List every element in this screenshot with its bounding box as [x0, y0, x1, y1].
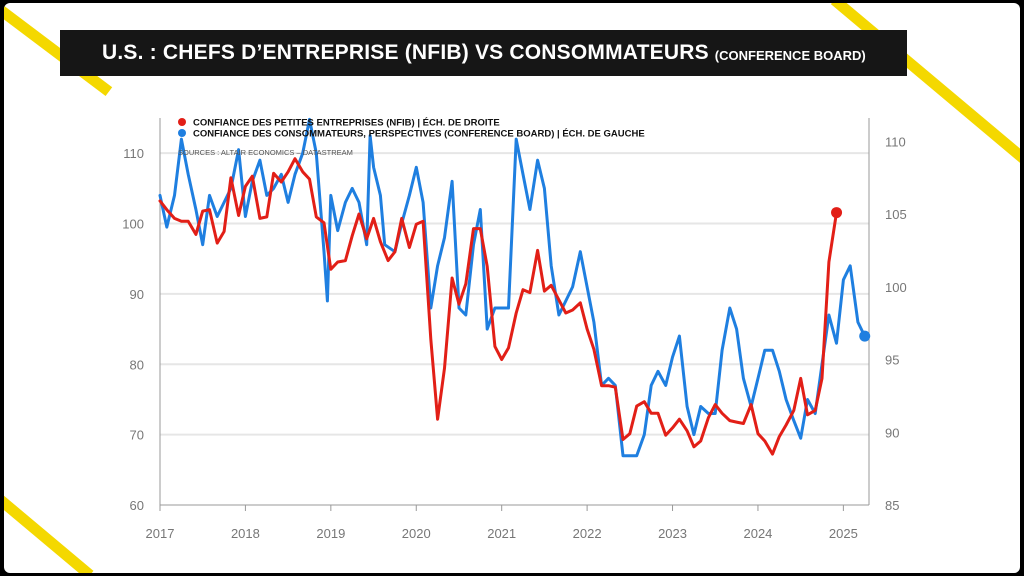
- left-tick-label: 60: [130, 498, 144, 513]
- left-tick-label: 70: [130, 428, 144, 443]
- series-line-consumer: [158, 117, 867, 458]
- title-bar: U.S. : CHEFS D’ENTREPRISE (NFIB) VS CONS…: [60, 30, 907, 76]
- series-group: [158, 117, 871, 458]
- left-tick-label: 100: [122, 217, 144, 232]
- chart-title: U.S. : CHEFS D’ENTREPRISE (NFIB) VS CONS…: [102, 41, 709, 64]
- left-tick-label: 80: [130, 357, 144, 372]
- x-tick-label: 2017: [146, 526, 175, 541]
- x-tick-label: 2024: [743, 526, 772, 541]
- series-endpoint-consumer: [859, 330, 871, 342]
- source-note: SOURCES : ALTAIR ECONOMICS – DATASTREAM: [178, 148, 353, 157]
- x-tick-label: 2022: [573, 526, 602, 541]
- right-tick-label: 100: [885, 280, 907, 295]
- series-endpoint-nfib: [831, 207, 843, 219]
- legend: CONFIANCE DES PETITES ENTREPRISES (NFIB)…: [178, 118, 645, 157]
- axes: 60 70 80 90 100 110 85 90 95 100 105 110 2017 2018 201…: [122, 118, 907, 541]
- right-tick-label: 90: [885, 425, 899, 440]
- x-tick-label: 2019: [316, 526, 345, 541]
- x-tick-label: 2023: [658, 526, 687, 541]
- right-tick-label: 110: [885, 134, 906, 149]
- legend-nfib-label: CONFIANCE DES PETITES ENTREPRISES (NFIB)…: [193, 118, 500, 129]
- series-line-nfib: [158, 157, 838, 456]
- slide: U.S. : CHEFS D’ENTREPRISE (NFIB) VS CONS…: [4, 3, 1020, 573]
- left-tick-label: 90: [130, 287, 144, 302]
- chart-subtitle: (CONFERENCE BOARD): [714, 47, 866, 63]
- right-tick-label: 105: [885, 207, 907, 222]
- right-tick-label: 95: [885, 353, 899, 368]
- x-tick-label: 2025: [829, 526, 858, 541]
- legend-consumer-label: CONFIANCE DES CONSOMMATEURS, PERSPECTIVE…: [193, 129, 645, 140]
- x-tick-label: 2020: [402, 526, 431, 541]
- left-tick-label: 110: [123, 146, 144, 161]
- x-tick-label: 2021: [487, 526, 516, 541]
- x-tick-label: 2018: [231, 526, 260, 541]
- legend-nfib-marker: [178, 118, 186, 126]
- right-tick-label: 85: [885, 498, 899, 513]
- legend-consumer-marker: [178, 129, 186, 137]
